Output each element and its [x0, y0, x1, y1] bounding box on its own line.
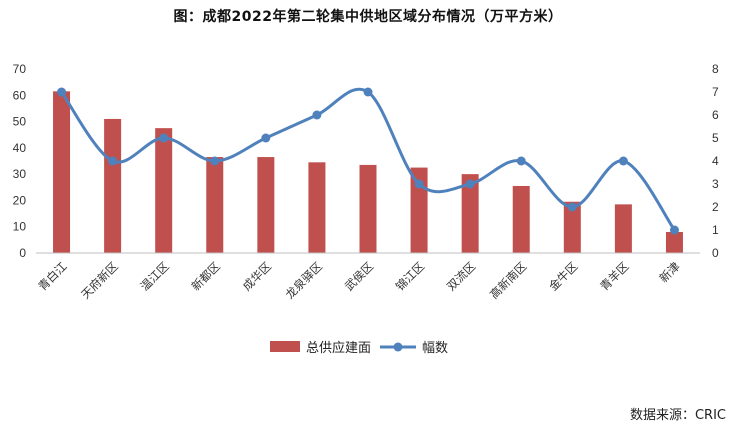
legend-bar-label: 总供应建面: [306, 340, 371, 356]
line-point: [159, 133, 169, 143]
bar: [104, 118, 122, 253]
x-axis: 青白江 天府新区 温江区 新都区 成华区 龙泉驿区 武侯区 锦江区 双流区 高新南区 金牛区 青羊区新…: [35, 252, 700, 302]
line-point: [108, 156, 118, 166]
left-tick-label: 10: [13, 220, 27, 234]
right-tick-label: 8: [712, 62, 719, 76]
line-point: [669, 225, 679, 235]
line-point: [363, 87, 373, 97]
bar-series: [53, 91, 683, 253]
line-point: [57, 87, 67, 97]
bar: [563, 201, 581, 253]
left-tick-label: 20: [13, 193, 27, 207]
left-tick-label: 30: [13, 167, 27, 181]
category-label: 锦江区: [393, 259, 427, 293]
right-tick-label: 4: [712, 154, 719, 168]
category-label: 龙泉驿区: [283, 259, 325, 301]
category-label: 双流区: [444, 259, 478, 293]
bar: [614, 204, 632, 253]
left-tick-label: 60: [13, 88, 27, 102]
bar: [53, 91, 71, 253]
bar: [512, 185, 530, 253]
line-point: [414, 179, 424, 189]
bar: [461, 174, 479, 253]
left-tick-label: 40: [13, 141, 27, 155]
line-point: [567, 202, 577, 212]
category-label: 青羊区: [597, 259, 631, 293]
left-tick-label: 70: [13, 62, 27, 76]
category-label: 金牛区: [546, 259, 580, 293]
legend-line-label: 幅数: [422, 341, 448, 356]
line-point: [210, 156, 220, 166]
right-tick-label: 2: [712, 200, 719, 214]
chart-title: 图：成都2022年第二轮集中供地区域分布情况（万平方米）: [173, 9, 563, 25]
right-tick-label: 3: [712, 177, 719, 191]
left-tick-label: 50: [13, 115, 27, 129]
bar: [155, 128, 173, 253]
bar: [359, 164, 377, 253]
bar: [257, 157, 275, 253]
category-label: 温江区: [138, 259, 172, 293]
line-point: [465, 179, 475, 189]
right-tick-label: 7: [712, 85, 719, 99]
category-label: 新都区: [189, 259, 223, 293]
line-point: [312, 110, 322, 120]
right-tick-label: 5: [712, 131, 719, 145]
line-point: [516, 156, 526, 166]
right-tick-label: 0: [712, 246, 719, 260]
legend: 总供应建面 幅数: [270, 340, 448, 356]
category-label: 新津: [656, 259, 682, 285]
right-tick-label: 1: [712, 223, 719, 237]
left-tick-label: 0: [19, 246, 26, 260]
source-note: 数据来源：CRIC: [629, 408, 726, 423]
legend-bar-swatch: [270, 341, 300, 352]
bar: [308, 162, 326, 253]
line-point: [618, 156, 628, 166]
bar: [206, 157, 224, 253]
category-label: 天府新区: [78, 259, 120, 301]
category-label: 青白江: [35, 259, 70, 294]
right-axis: 0 1 2 3 4 5 6 7 8: [712, 62, 719, 260]
category-label: 成华区: [240, 259, 274, 293]
category-label: 高新南区: [487, 259, 529, 301]
legend-line-marker: [393, 342, 403, 352]
left-axis: 0 10 20 30 40 50 60 70: [13, 62, 27, 260]
bar: [665, 231, 683, 253]
line-point: [261, 133, 271, 143]
right-tick-label: 6: [712, 108, 719, 122]
category-label: 武侯区: [342, 259, 376, 293]
line-series: [57, 87, 679, 235]
